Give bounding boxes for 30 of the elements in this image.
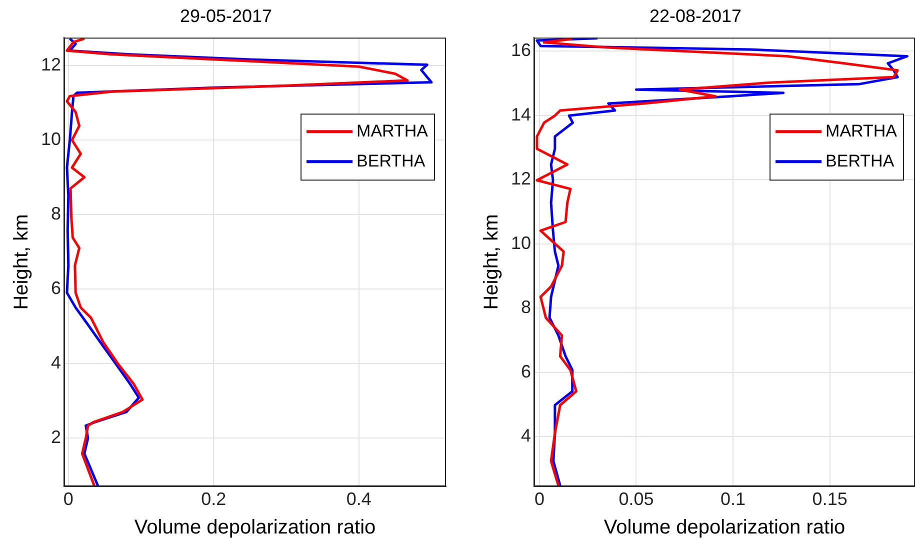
x-axis-title: Volume depolarization ratio [134, 516, 376, 539]
y-tick-label: 2 [51, 426, 62, 447]
chart-title: 22-08-2017 [649, 6, 742, 26]
legend-label: BERTHA [356, 151, 426, 170]
x-axis-title: Volume depolarization ratio [604, 516, 846, 539]
y-tick-label: 6 [51, 278, 62, 298]
y-tick-label: 8 [51, 203, 62, 224]
y-tick-label: 4 [51, 352, 62, 372]
legend-label: MARTHA [826, 121, 898, 140]
x-tick-label: 0.15 [812, 489, 848, 510]
legend-label: BERTHA [826, 151, 895, 170]
x-tick-label: 0.4 [346, 489, 372, 510]
x-tick-label: 0.05 [618, 489, 654, 510]
chart-title: 29-05-2017 [180, 6, 272, 26]
y-tick-label: 16 [510, 40, 532, 60]
y-axis-title: Height, km [10, 214, 33, 310]
y-tick-label: 6 [521, 361, 532, 382]
y-tick-label: 12 [40, 54, 62, 74]
legend-label: MARTHA [356, 121, 429, 140]
y-tick-label: 10 [40, 128, 62, 149]
x-tick-label: 0 [63, 489, 74, 510]
y-tick-label: 10 [510, 232, 532, 253]
y-tick-label: 8 [521, 297, 532, 318]
x-tick-label: 0.2 [201, 489, 226, 510]
y-tick-label: 4 [521, 426, 532, 446]
x-tick-label: 0 [534, 489, 544, 510]
y-tick-label: 12 [510, 168, 532, 189]
y-axis-title: Height, km [480, 214, 503, 310]
y-tick-label: 14 [510, 104, 532, 124]
x-tick-label: 0.1 [720, 489, 746, 510]
